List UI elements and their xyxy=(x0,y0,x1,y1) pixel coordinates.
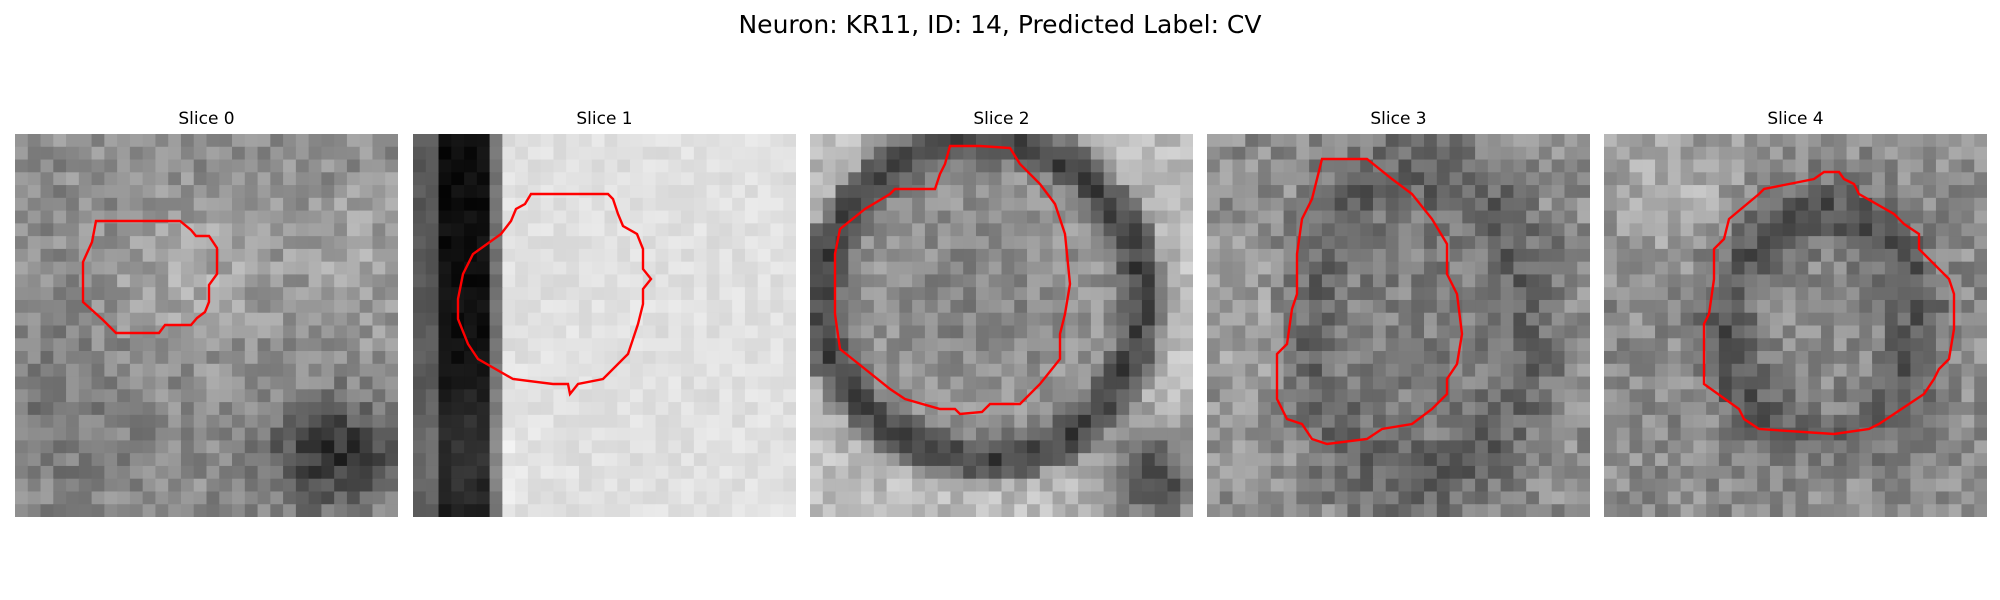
contour-outline xyxy=(833,144,1072,416)
slice-panel-0: Slice 0 xyxy=(15,108,398,517)
contour-outline xyxy=(1275,157,1464,446)
slice-panel-1: Slice 1 xyxy=(413,108,796,517)
slice-image-2 xyxy=(810,134,1193,517)
contour-outline xyxy=(81,219,219,335)
slice-title-1: Slice 1 xyxy=(576,109,633,129)
slice-panel-4: Slice 4 xyxy=(1604,108,1987,517)
slice-panel-2: Slice 2 xyxy=(810,108,1193,517)
contour-outline xyxy=(456,192,653,397)
slice-title-0: Slice 0 xyxy=(178,109,235,129)
slice-panel-3: Slice 3 xyxy=(1207,108,1590,517)
slice-image-3 xyxy=(1207,134,1590,517)
slice-image-4 xyxy=(1604,134,1987,517)
slice-title-2: Slice 2 xyxy=(973,109,1030,129)
contour-outline xyxy=(1702,170,1956,436)
slice-title-4: Slice 4 xyxy=(1767,109,1824,129)
slice-title-3: Slice 3 xyxy=(1370,109,1427,129)
figure-title: Neuron: KR11, ID: 14, Predicted Label: C… xyxy=(738,10,1262,39)
slice-image-1 xyxy=(413,134,796,517)
slice-image-0 xyxy=(15,134,398,517)
